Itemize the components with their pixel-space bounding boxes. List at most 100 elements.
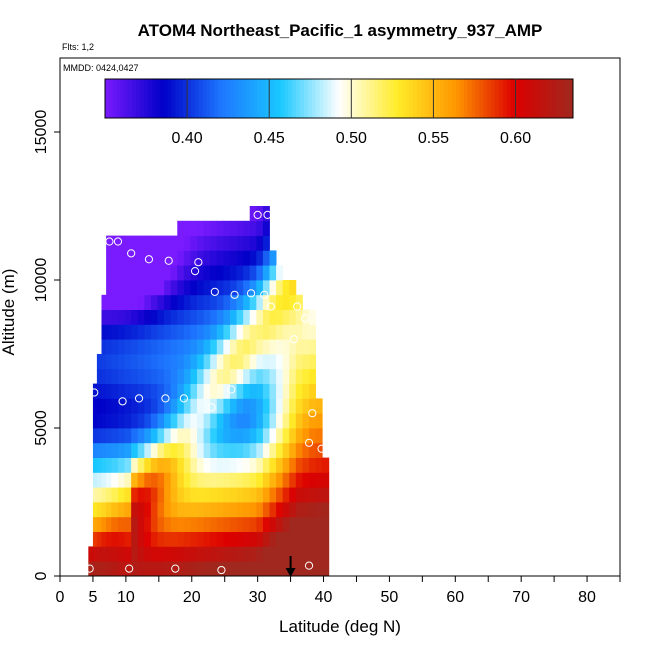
heatmap-cell (229, 368, 237, 384)
heatmap-cell (131, 235, 139, 251)
heatmap-cell (295, 413, 303, 429)
heatmap-cell (243, 339, 251, 355)
heatmap-cell (117, 339, 125, 355)
sample-point (164, 256, 173, 265)
heatmap-cell (170, 294, 178, 310)
colorbar-segment (467, 79, 473, 118)
colorbar-segment (381, 79, 387, 118)
colorbar-segment (132, 79, 137, 118)
heatmap-cell (309, 472, 317, 488)
heatmap-cell (124, 324, 132, 340)
heatmap-cell (243, 324, 251, 340)
latitude-marker-arrow (285, 556, 296, 577)
heatmap-cell (144, 546, 152, 562)
heatmap-cell (164, 280, 172, 296)
heatmap-cell (197, 265, 205, 281)
colorbar-tick-label: 0.55 (418, 130, 449, 147)
heatmap-cell (117, 250, 125, 266)
heatmap-cell (249, 206, 257, 222)
heatmap-cell (210, 250, 218, 266)
heatmap-cell (249, 250, 257, 266)
heatmap-cell (157, 309, 165, 325)
heatmap-cell (289, 413, 297, 429)
heatmap-cell (302, 324, 310, 340)
heatmap-cell (96, 561, 102, 576)
heatmap-cell (302, 531, 310, 547)
colorbar-segment (245, 79, 250, 118)
heatmap-cell (137, 561, 145, 576)
heatmap-cell (124, 546, 132, 562)
heatmap-cell (144, 309, 152, 325)
heatmap-cell (210, 324, 218, 340)
heatmap-cell (106, 383, 112, 399)
heatmap-cell (137, 413, 145, 429)
heatmap-cell (92, 383, 98, 399)
heatmap-cell (216, 294, 224, 310)
heatmap-cell (210, 546, 218, 562)
colorbar-segment (553, 79, 558, 118)
heatmap-cell (144, 383, 152, 399)
heatmap-cell (216, 339, 224, 355)
heatmap-cell (309, 502, 317, 518)
heatmap-cell (229, 516, 237, 532)
colorbar-segment (374, 79, 379, 118)
heatmap-cell (256, 206, 264, 222)
sample-point (263, 210, 272, 219)
heatmap-cell (309, 339, 317, 355)
heatmap-cell (137, 546, 145, 562)
heatmap-cell (183, 220, 191, 236)
heatmap-cell (223, 546, 231, 562)
heatmap-cell (170, 265, 178, 281)
x-tick-label: 50 (381, 589, 399, 606)
heatmap-cell (157, 250, 165, 266)
colorbar-segment (506, 79, 512, 118)
heatmap-cell (236, 250, 244, 266)
colorbar-segment (479, 79, 484, 118)
heatmap-cell (144, 294, 152, 310)
heatmap-cell (124, 383, 132, 399)
colorbar-segment (534, 79, 539, 118)
heatmap-cell (302, 502, 310, 518)
heatmap-cell (131, 472, 139, 488)
heatmap-cell (197, 502, 205, 518)
heatmap-cell (256, 428, 264, 444)
heatmap-cell (210, 280, 218, 296)
heatmap-cell (183, 413, 191, 429)
colorbar-segment (163, 79, 168, 118)
heatmap-cell (223, 502, 231, 518)
heatmap-cell (197, 546, 205, 562)
colorbar-segment (225, 79, 231, 118)
heatmap-cell (183, 294, 191, 310)
heatmap-cell (216, 235, 224, 251)
heatmap-cell (170, 428, 178, 444)
heatmap-cell (282, 516, 290, 532)
sample-point (134, 394, 144, 403)
y-tick-label: 15000 (33, 110, 50, 155)
heatmap-cell (223, 309, 231, 325)
heatmap-cell (96, 531, 102, 547)
heatmap-cell (322, 487, 330, 503)
heatmap-cell (157, 546, 165, 562)
x-tick-label: 0 (56, 589, 65, 606)
heatmap-cell (249, 324, 257, 340)
heatmap-cell (262, 250, 270, 266)
heatmap-cell (177, 250, 185, 266)
heatmap-cell (190, 235, 198, 251)
heatmap-cell (170, 339, 178, 355)
heatmap-cell (177, 383, 185, 399)
heatmap-cell (210, 383, 218, 399)
heatmap-cell (190, 280, 198, 296)
x-tick-label: 5 (88, 589, 97, 606)
colorbar-segment (545, 79, 551, 118)
heatmap-cell (243, 502, 251, 518)
heatmap-cell (269, 442, 277, 458)
heatmap-cell (190, 368, 198, 384)
heatmap-cell (203, 516, 211, 532)
sample-point (304, 561, 314, 570)
heatmap-cell (197, 516, 205, 532)
heatmap-cell (150, 546, 158, 562)
heatmap-cell (276, 472, 284, 488)
heatmap-cell (170, 442, 178, 458)
x-tick-label: 10 (117, 589, 135, 606)
